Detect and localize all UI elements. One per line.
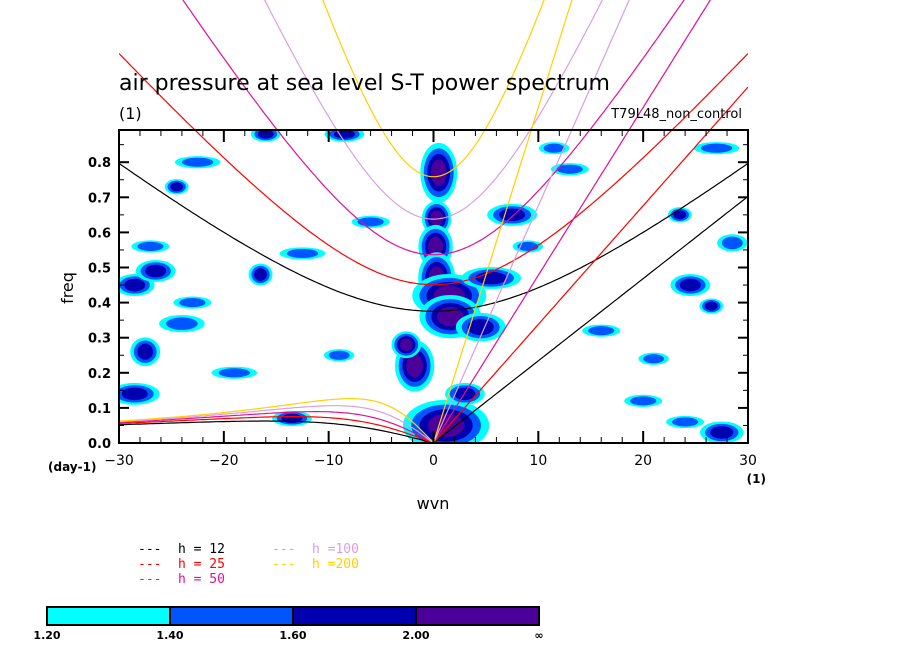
colorbar-level-label: 1.60: [279, 629, 306, 642]
contour-blob: [218, 368, 251, 378]
chart-subtitle-left: (1): [119, 104, 142, 123]
y-tick-label: 0.4: [88, 297, 111, 312]
contour-blob: [137, 343, 154, 360]
contour-blob: [543, 143, 565, 153]
legend-marker: ---: [138, 572, 161, 587]
contour-blob: [121, 387, 148, 401]
contour-blob: [428, 236, 443, 257]
dispersion-curve-h100: [432, 0, 630, 443]
legend-label: h = 12: [178, 542, 225, 557]
contour-blob: [430, 159, 447, 187]
contour-blob: [475, 271, 507, 285]
x-tick-label: −10: [314, 453, 344, 469]
contour-blob: [467, 319, 494, 336]
contour-blob: [166, 317, 198, 330]
colorbar-level-label: 2.00: [402, 629, 429, 642]
contour-blob: [286, 248, 319, 258]
x-tick-label: 20: [634, 453, 652, 469]
contour-blob: [437, 306, 464, 327]
y-tick-label: 0.8: [88, 156, 111, 171]
y-axis-label: freq: [58, 272, 77, 304]
colorbar: 1.20 1.40 1.60 2.00 ∞: [33, 606, 544, 642]
dispersion-curve-h200: [119, 398, 434, 443]
chart-subtitle-right: T79L48_non_control: [610, 107, 742, 122]
colorbar-swatch: [46, 606, 171, 626]
colorbar-swatch: [169, 606, 294, 626]
x-tick-label: 10: [529, 453, 547, 469]
contour-blob: [672, 417, 699, 427]
colorbar-swatch: [415, 606, 540, 626]
contour-blob: [328, 350, 350, 360]
contour-fill-layer: [119, 130, 748, 443]
dispersion-curve-h12: [119, 420, 434, 443]
y-unit-label: (day-1): [48, 460, 96, 474]
contour-blob: [721, 236, 743, 250]
contour-blob: [145, 264, 167, 278]
contour-blob: [700, 143, 733, 153]
contour-blob: [643, 354, 665, 364]
y-tick-label: 0.0: [88, 437, 111, 452]
colorbar-level-label: 1.20: [33, 629, 60, 642]
legend-marker: ---: [272, 542, 295, 557]
colorbar-level-label: 1.40: [156, 629, 183, 642]
x-tick-label: −30: [104, 453, 134, 469]
contour-blob: [588, 326, 615, 336]
legend: --- h = 12 --- h = 25 --- h = 50 --- h =100 --- h…: [138, 542, 359, 587]
contour-blob: [406, 354, 424, 378]
contour-blob: [673, 210, 687, 220]
x-unit-label: (1): [747, 472, 766, 486]
x-axis-label: wvn: [417, 494, 450, 513]
dispersion-curve-h100: [263, 0, 604, 220]
contour-blob: [124, 278, 146, 292]
contour-blob: [179, 298, 206, 308]
y-tick-label: 0.1: [88, 402, 111, 417]
legend-label: h =200: [312, 557, 359, 572]
dispersion-curve-h50: [182, 0, 685, 256]
contour-blob: [181, 157, 214, 167]
dispersion-curve-h25: [119, 53, 748, 286]
dispersion-curve-h12: [433, 195, 748, 443]
dispersion-curve-h12: [119, 162, 748, 312]
contour-blob: [399, 338, 413, 351]
x-tick-label: 30: [739, 453, 757, 469]
dispersion-curve-h100: [119, 405, 434, 443]
axis-ticks: −30 −20 −10 0 10 20 30 0.0 0.1 0.2 0.3 0.4 0.5 0.6 0.7…: [88, 130, 757, 469]
y-tick-label: 0.5: [88, 262, 111, 277]
contour-blob: [556, 164, 583, 174]
colorbar-swatch: [292, 606, 417, 626]
contour-blob: [630, 396, 657, 406]
contour-blob: [705, 301, 718, 311]
chart-title: air pressure at sea level S-T power spec…: [119, 71, 610, 96]
y-tick-label: 0.2: [88, 367, 111, 382]
legend-marker: ---: [138, 542, 161, 557]
contour-blob: [170, 182, 183, 192]
legend-marker: ---: [272, 557, 295, 572]
contour-blob: [679, 278, 701, 292]
dispersion-curve-h25: [119, 416, 434, 443]
legend-marker: ---: [138, 557, 161, 572]
dispersion-curve-h200: [432, 0, 573, 443]
contour-blob: [254, 268, 267, 281]
dispersion-curve-h50: [119, 411, 434, 443]
dispersion-curve-h50: [432, 0, 712, 443]
x-tick-label: 0: [429, 453, 438, 469]
legend-label: h = 50: [178, 572, 225, 587]
x-tick-label: −20: [209, 453, 239, 469]
contour-blob: [137, 241, 164, 251]
dispersion-curves-layer: [119, 0, 748, 443]
y-tick-label: 0.7: [88, 191, 111, 206]
y-tick-label: 0.3: [88, 332, 111, 347]
legend-label: h =100: [312, 542, 359, 557]
y-tick-label: 0.6: [88, 226, 111, 241]
legend-label: h = 25: [178, 557, 225, 572]
contour-blob: [710, 426, 734, 439]
dispersion-curve-h25: [433, 86, 748, 443]
dispersion-curve-h200: [322, 0, 545, 178]
colorbar-level-label: ∞: [534, 629, 543, 642]
